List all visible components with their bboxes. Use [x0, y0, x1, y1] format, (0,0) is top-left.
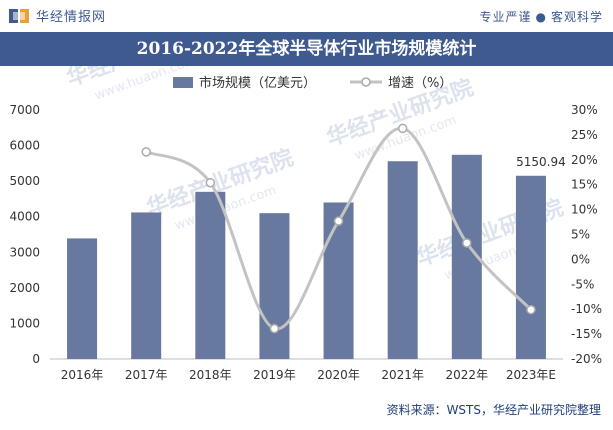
line-point	[269, 323, 280, 334]
legend-bar-label: 市场规模（亿美元）	[199, 75, 316, 91]
y-right-tick-label: 10%	[571, 203, 598, 217]
x-tick-label: 2022年	[446, 368, 489, 382]
brand-logo-icon	[9, 8, 29, 23]
line-series	[141, 123, 536, 334]
bar-series: 5150.94	[67, 155, 566, 359]
source-note: 资料来源：WSTS，华经产业研究院整理	[386, 403, 601, 417]
y-right-tick-label: 15%	[571, 178, 598, 192]
line-point	[397, 123, 408, 134]
y-right-tick-label: 0%	[571, 252, 590, 266]
legend: 市场规模（亿美元） 增速（%）	[173, 75, 452, 91]
y-right-tick-label: -5%	[571, 277, 594, 291]
bar	[195, 191, 226, 359]
y-left-tick-label: 4000	[9, 210, 40, 224]
line-point	[462, 238, 472, 248]
y-right-tick-label: 25%	[571, 128, 598, 142]
title-bar: 2016-2022年全球半导体行业市场规模统计	[0, 32, 613, 66]
bar	[323, 202, 354, 359]
y-left-tick-label: 2000	[9, 281, 40, 295]
y-right-tick-label: 5%	[571, 228, 590, 242]
y-left-tick-label: 7000	[9, 103, 40, 117]
legend-bar-swatch	[173, 77, 193, 88]
x-tick-label: 2016年	[61, 368, 104, 382]
y-right-tick-label: -10%	[571, 302, 602, 316]
bar	[387, 161, 418, 359]
x-tick-label: 2019年	[253, 368, 296, 382]
tagline-dot: ●	[535, 10, 547, 24]
tagline: 专业严谨 ● 客观科学	[479, 8, 603, 25]
line-point	[526, 304, 536, 315]
top-bar: 华经情报网 专业严谨 ● 客观科学	[0, 0, 613, 30]
y-right-tick-label: 20%	[571, 153, 598, 167]
x-tick-label: 2021年	[381, 368, 424, 382]
line-point	[141, 147, 151, 157]
y-left-tick-label: 6000	[9, 139, 40, 153]
y-left-tick-label: 5000	[9, 174, 40, 188]
brand: 华经情报网	[8, 6, 106, 25]
tagline-second: 客观科学	[550, 10, 603, 24]
line-point	[205, 177, 216, 188]
y-right-tick-label: 30%	[571, 103, 598, 117]
x-tick-label: 2018年	[189, 368, 232, 382]
bar	[67, 238, 98, 359]
bar	[131, 212, 162, 359]
brand-name: 华经情报网	[36, 10, 107, 25]
chart-plot: 华经产业研究院www.huaon.com华经产业研究院www.huaon.com…	[9, 66, 602, 382]
y-right-tick-label: -15%	[571, 327, 602, 341]
y-left-tick-label: 0	[32, 352, 40, 366]
legend-line-label: 增速（%）	[388, 76, 452, 91]
line-point	[333, 216, 344, 226]
bar	[515, 175, 546, 359]
y-left-tick-label: 1000	[9, 316, 40, 330]
bar-data-label: 5150.94	[516, 155, 566, 169]
y-right-tick-label: -20%	[571, 352, 602, 366]
legend-line-marker	[361, 77, 371, 87]
tagline-first: 专业严谨	[479, 10, 532, 24]
x-tick-label: 2023年E	[506, 368, 556, 382]
chart-title: 2016-2022年全球半导体行业市场规模统计	[136, 39, 477, 59]
x-tick-label: 2017年	[125, 368, 168, 382]
x-tick-label: 2020年	[317, 368, 360, 382]
bar	[259, 213, 290, 359]
y-left-tick-label: 3000	[9, 245, 40, 259]
axes: 0 1000 2000 3000 4000 5000 6000 7000 -20% -15% -10…	[9, 103, 602, 382]
